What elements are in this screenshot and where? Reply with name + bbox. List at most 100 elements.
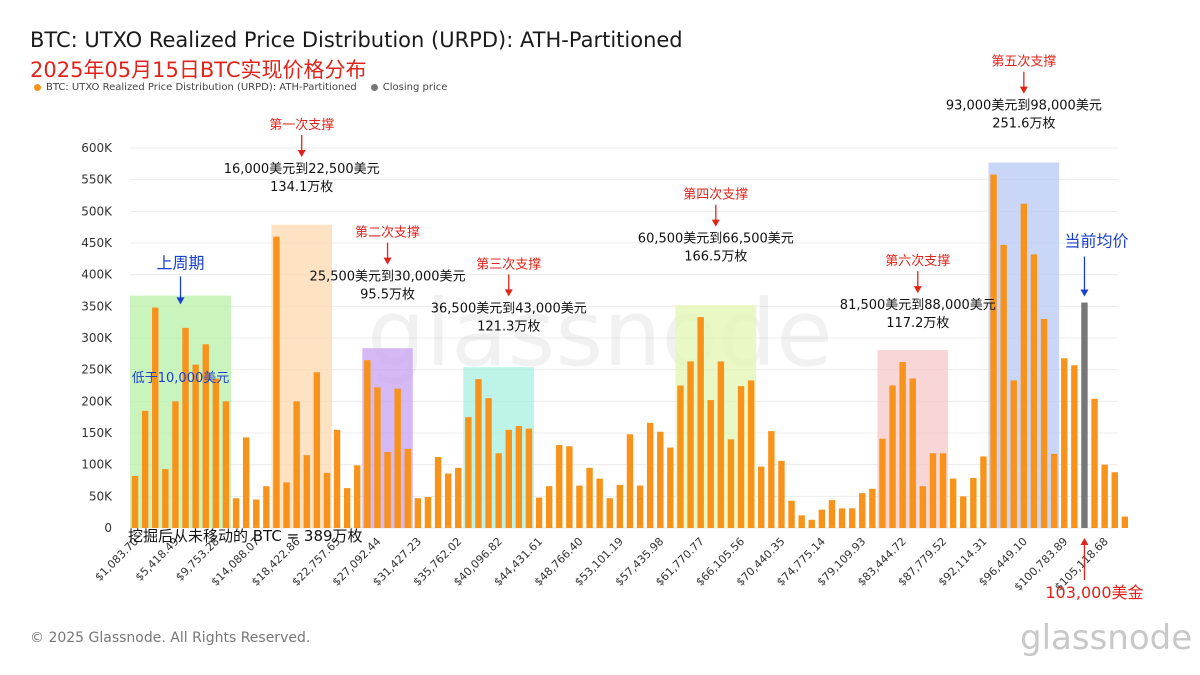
bar <box>131 476 139 528</box>
bar <box>293 401 300 528</box>
bar <box>485 398 492 528</box>
bar <box>242 437 250 528</box>
legend-item-closing[interactable]: Closing price <box>370 82 447 93</box>
bar <box>606 498 613 528</box>
legend-item-urpd[interactable]: BTC: UTXO Realized Price Distribution (U… <box>34 82 357 93</box>
bar <box>939 453 947 528</box>
zone-arrow-head <box>711 219 720 227</box>
bar <box>970 477 977 528</box>
bar <box>475 379 482 528</box>
current-price-arrow-head <box>1080 289 1089 297</box>
watermark: glassnode <box>367 280 833 387</box>
bar <box>455 467 462 528</box>
bar <box>162 469 169 528</box>
bar <box>707 400 714 528</box>
bar <box>1061 358 1068 528</box>
price-label: 103,000美金 <box>1045 583 1143 602</box>
zone-header: 第六次支撑 <box>885 253 950 269</box>
bar <box>657 431 664 528</box>
y-tick-label: 550K <box>81 173 113 187</box>
copyright-footer: © 2025 Glassnode. All Rights Reserved. <box>30 630 311 646</box>
bar <box>768 431 775 528</box>
y-tick-label: 400K <box>81 268 113 282</box>
unmoved-btc-label: 挖掘后从未移动的 BTC = 389万枚 <box>128 527 363 545</box>
legend-swatch-closing <box>370 84 378 91</box>
bar <box>202 344 209 528</box>
y-tick-label: 100K <box>81 458 113 472</box>
chart-title: BTC: UTXO Realized Price Distribution (U… <box>30 28 683 52</box>
bar <box>465 417 472 528</box>
y-tick-label: 50K <box>89 489 113 503</box>
bar <box>535 497 543 528</box>
bar <box>990 174 997 528</box>
bar <box>141 410 149 528</box>
bar <box>717 361 725 528</box>
bar <box>212 378 220 528</box>
bar <box>798 515 805 528</box>
bar <box>747 380 755 528</box>
bar <box>869 488 876 528</box>
legend-label-urpd: BTC: UTXO Realized Price Distribution (U… <box>46 82 357 93</box>
bar <box>677 385 684 528</box>
bar <box>828 500 836 528</box>
y-tick-label: 450K <box>81 236 113 250</box>
current-price-header: 当前均价 <box>1064 232 1128 251</box>
bar <box>505 429 512 528</box>
bar <box>434 457 442 528</box>
bar <box>899 362 906 528</box>
bar <box>576 485 583 528</box>
zone-header: 第二次支撑 <box>355 225 420 241</box>
zone-count-label: 134.1万枚 <box>270 180 333 195</box>
y-tick-label: 300K <box>81 331 113 345</box>
bar <box>172 401 179 528</box>
zone-header: 第五次支撑 <box>991 54 1056 70</box>
zone-range-label: 36,500美元到43,000美元 <box>431 301 587 316</box>
bar <box>808 519 815 528</box>
price-arrow-head <box>1080 538 1089 545</box>
bar <box>889 385 896 528</box>
zone-range-label: 93,000美元到98,000美元 <box>946 99 1102 114</box>
bar <box>556 445 563 528</box>
bar <box>232 498 240 528</box>
legend: BTC: UTXO Realized Price Distribution (U… <box>34 82 447 93</box>
bar <box>364 360 371 528</box>
bar <box>758 466 765 528</box>
closing-price-bar <box>1081 302 1088 528</box>
bar <box>323 472 331 528</box>
bar <box>646 422 654 528</box>
zone-header: 上周期 <box>156 253 204 272</box>
zone-count-label: 121.3万枚 <box>477 319 540 334</box>
y-tick-label: 200K <box>81 394 113 408</box>
bar <box>283 482 290 528</box>
bar <box>1101 464 1108 528</box>
zone-header: 第四次支撑 <box>683 187 748 203</box>
bar <box>1111 472 1118 528</box>
bar <box>1030 254 1038 528</box>
bar <box>273 236 280 528</box>
bar <box>1000 244 1007 528</box>
bar <box>152 307 159 528</box>
bar <box>949 478 957 528</box>
bar <box>636 485 644 528</box>
bar <box>859 493 866 528</box>
bar <box>1071 365 1078 528</box>
bar <box>838 508 846 528</box>
bar <box>778 460 785 528</box>
bar <box>515 426 523 528</box>
y-tick-label: 500K <box>81 204 113 218</box>
bar <box>354 465 361 528</box>
bar <box>788 500 795 528</box>
bar <box>192 364 199 528</box>
zone-count-label: 117.2万枚 <box>886 316 949 331</box>
bar <box>667 447 674 528</box>
bar <box>182 327 189 528</box>
zone-range-label: 60,500美元到66,500美元 <box>638 232 794 247</box>
zone-arrow-head <box>1019 86 1028 94</box>
bar <box>929 453 937 528</box>
bar <box>1010 380 1017 528</box>
bar <box>424 496 432 528</box>
bar <box>909 378 916 528</box>
bar <box>848 508 856 528</box>
bar <box>1121 516 1129 528</box>
zone-count-label: 166.5万枚 <box>684 250 747 265</box>
